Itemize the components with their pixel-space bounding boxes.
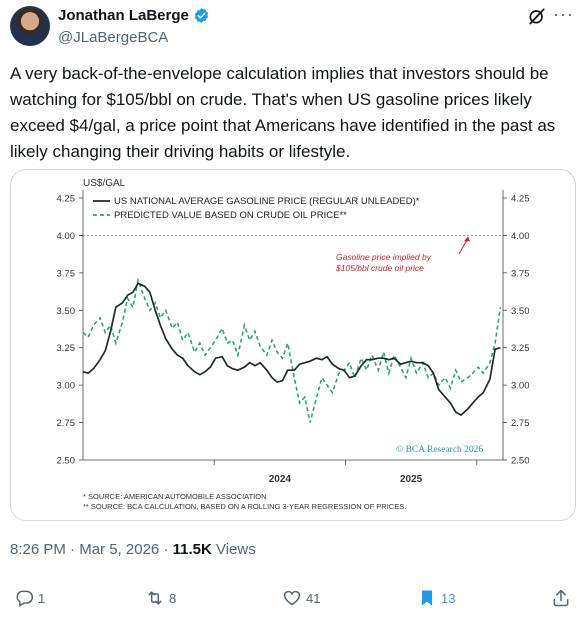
y-tick-label-left: 3.00 — [57, 381, 76, 392]
series-actual-line — [82, 282, 501, 417]
tweet-text: A very back-of-the-envelope calculation … — [10, 64, 556, 161]
meta-separator: · — [159, 541, 173, 558]
like-icon — [283, 590, 301, 606]
series-predicted-line — [82, 277, 502, 423]
legend-dashed-label: PREDICTED VALUE BASED ON CRUDE OIL PRICE… — [114, 210, 347, 221]
footnote-1: * SOURCE: AMERICAN AUTOMOBILE ASSOCIATIO… — [83, 492, 267, 501]
y-tick-label-right: 2.50 — [511, 456, 530, 467]
tweet-date[interactable]: Mar 5, 2026 — [79, 541, 160, 558]
y-tick-label-left: 3.25 — [57, 343, 76, 354]
more-icon[interactable]: ··· — [553, 4, 574, 24]
annotation-line-2: $105/bbl crude oil price — [335, 263, 424, 273]
y-tick-label-right: 2.75 — [511, 418, 530, 429]
chart-media[interactable]: 4.25 4.25 4.00 4.00 3.75 3.75 3.50 3.50 3.25 3.25… — [10, 169, 576, 521]
action-bar: 1 8 41 13 — [0, 588, 585, 616]
bookmark-button[interactable]: 13 — [417, 588, 455, 608]
annotation-text: Gasoline price implied by $105/bbl crude… — [335, 252, 433, 273]
author-name-row[interactable]: Jonathan LaBerge — [58, 7, 210, 24]
like-button[interactable]: 41 — [282, 588, 320, 608]
y-tick-label-right: 4.25 — [511, 194, 530, 205]
x-tick-label: 2024 — [269, 474, 292, 485]
views-count: 11.5K — [172, 541, 212, 558]
verified-icon — [194, 8, 209, 23]
tweet-meta: 8:26 PM · Mar 5, 2026 · 11.5K Views — [10, 541, 256, 558]
share-icon — [553, 589, 569, 607]
meta-separator: · — [65, 541, 80, 558]
share-button[interactable] — [551, 588, 571, 608]
author-handle[interactable]: @JLaBergeBCA — [58, 29, 169, 46]
y-tick-label-left: 4.25 — [57, 194, 76, 205]
y-tick-label-right: 3.75 — [511, 268, 530, 279]
avatar[interactable] — [10, 6, 50, 46]
y-tick-label-left: 4.00 — [57, 231, 76, 242]
y-tick-label-right: 3.50 — [511, 306, 530, 317]
repost-button[interactable]: 8 — [145, 588, 176, 608]
annotation-line-1: Gasoline price implied by — [336, 252, 432, 262]
y-tick-label-left: 3.75 — [57, 268, 76, 279]
chart: 4.25 4.25 4.00 4.00 3.75 3.75 3.50 3.50 3.25 3.25… — [57, 178, 530, 511]
tweet-time[interactable]: 8:26 PM — [10, 541, 66, 558]
y-tick-label-left: 2.50 — [57, 456, 76, 467]
y-axis-label: US$/GAL — [83, 178, 126, 189]
y-tick-label-right: 3.00 — [511, 381, 530, 392]
bookmark-count: 13 — [441, 590, 456, 606]
author-name[interactable]: Jonathan LaBerge — [58, 7, 189, 24]
views-label: Views — [211, 541, 256, 558]
y-tick-label-right: 4.00 — [511, 231, 530, 242]
retweet-icon — [148, 591, 162, 605]
repost-count: 8 — [169, 590, 177, 606]
reply-count: 1 — [38, 590, 46, 606]
legend-solid-label: US NATIONAL AVERAGE GASOLINE PRICE (REGU… — [114, 196, 420, 207]
annotation-arrowhead — [464, 236, 470, 242]
y-tick-label-right: 3.25 — [511, 343, 530, 354]
grok-icon[interactable] — [527, 6, 547, 26]
bookmark-icon — [422, 590, 432, 606]
reply-button[interactable]: 1 — [14, 588, 45, 608]
y-tick-label-left: 2.75 — [57, 418, 76, 429]
copyright-label: © BCA Research 2026 — [396, 444, 483, 455]
like-count: 41 — [306, 590, 321, 606]
x-tick-label: 2025 — [400, 474, 423, 485]
reply-icon — [16, 590, 34, 607]
y-tick-label-left: 3.50 — [57, 306, 76, 317]
footnote-2: ** SOURCE: BCA CALCULATION, BASED ON A R… — [83, 502, 406, 511]
